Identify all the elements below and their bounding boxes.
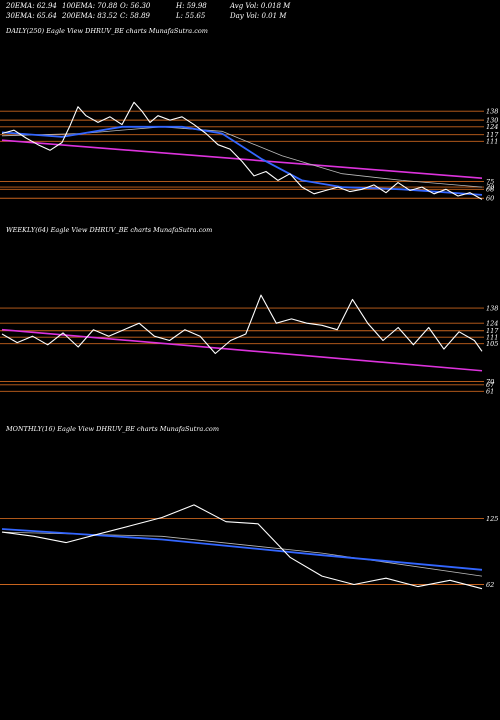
- level-label: 61: [486, 388, 494, 396]
- stat-20ema: 20EMA: 62.94: [6, 2, 57, 10]
- monthly-panel-title: MONTHLY(16) Eagle View DHRUV_BE charts M…: [6, 425, 219, 433]
- level-label: 124: [486, 123, 498, 131]
- level-label: 111: [486, 138, 498, 146]
- stat-100ema: 100EMA: 70.88: [62, 2, 118, 10]
- stat-high: H: 59.98: [176, 2, 207, 10]
- slow-ema-line: [1, 531, 483, 577]
- trend-line: [1, 328, 483, 372]
- monthly-chart: 125 62: [0, 504, 498, 590]
- level-label: 117: [486, 327, 499, 335]
- weekly-panel-title: WEEKLY(64) Eagle View DHRUV_BE charts Mu…: [6, 226, 213, 234]
- trend-line: [1, 139, 483, 179]
- level-label: 111: [486, 334, 498, 342]
- level-label: 124: [486, 319, 498, 327]
- stat-30ema: 30EMA: 65.64: [6, 12, 57, 20]
- slow-ema-line: [1, 126, 483, 188]
- level-label: 70: [486, 183, 494, 191]
- level-label: 105: [486, 340, 498, 348]
- fast-ema-line: [1, 125, 483, 196]
- level-label: 125: [486, 515, 498, 523]
- stat-day-vol: Day Vol: 0.01 M: [230, 12, 287, 20]
- level-label: 60: [486, 195, 494, 203]
- stat-open: O: 56.30: [120, 2, 151, 10]
- level-label: 62: [486, 581, 494, 589]
- level-label: 75: [486, 178, 494, 186]
- stat-close: C: 58.89: [120, 12, 150, 20]
- level-label: 130: [486, 116, 498, 124]
- level-label: 68: [486, 186, 494, 194]
- stat-avg-vol: Avg Vol: 0.018 M: [230, 2, 291, 10]
- stat-low: L: 55.65: [176, 12, 206, 20]
- daily-panel-title: DAILY(250) Eagle View DHRUV_BE charts Mu…: [6, 27, 208, 35]
- price-line: [1, 294, 483, 355]
- fast-ema-line: [1, 528, 483, 571]
- level-label: 138: [486, 304, 498, 312]
- level-label: 117: [486, 131, 499, 139]
- price-line: [1, 504, 483, 590]
- stat-200ema: 200EMA: 83.52: [62, 12, 118, 20]
- level-label: 138: [486, 108, 498, 116]
- level-label: 70: [486, 378, 494, 386]
- level-label: 67: [486, 381, 495, 389]
- price-line: [1, 101, 483, 200]
